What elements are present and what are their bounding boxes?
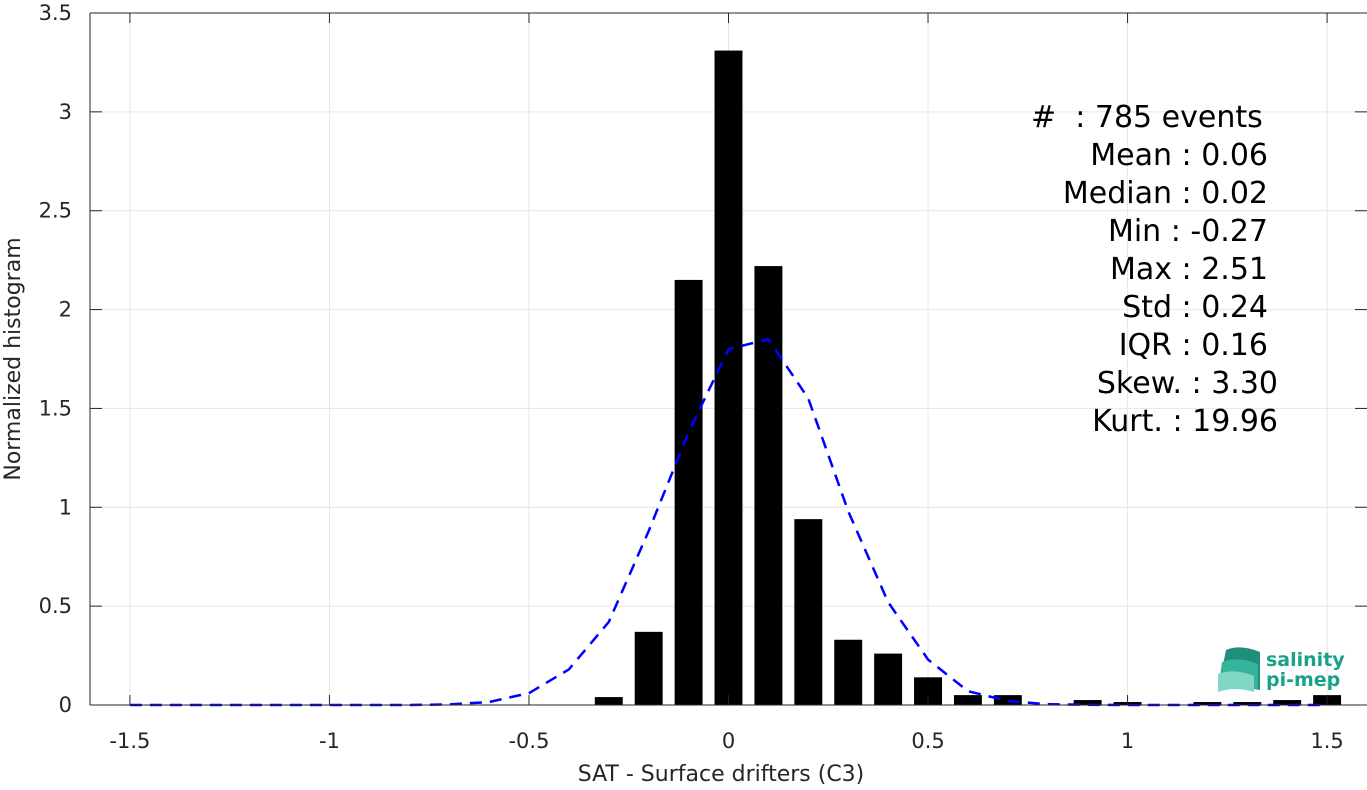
histogram-bar bbox=[993, 695, 1022, 705]
histogram-bar bbox=[874, 653, 903, 705]
stats-mean: Mean : 0.06 bbox=[1090, 138, 1268, 173]
x-tick-label: -1 bbox=[319, 729, 340, 753]
histogram-bar bbox=[634, 631, 663, 705]
y-ticks: 0 0.5 1 1.5 2 2.5 3 3.5 bbox=[39, 1, 1367, 717]
stats-max: Max : 2.51 bbox=[1110, 252, 1268, 287]
fit-curve bbox=[129, 337, 1328, 707]
histogram-bar bbox=[953, 695, 982, 705]
stats-skew: Skew. : 3.30 bbox=[1097, 366, 1278, 401]
x-tick-label: 0.5 bbox=[911, 729, 944, 753]
logo-line2: pi-mep bbox=[1266, 669, 1340, 691]
x-tick-label: 0 bbox=[722, 729, 735, 753]
histogram-bars bbox=[594, 50, 1342, 705]
histogram-bar bbox=[834, 639, 863, 705]
x-ticks: -1.5 -1 -0.5 0 0.5 1 1.5 bbox=[109, 13, 1344, 753]
x-axis-label: SAT - Surface drifters (C3) bbox=[578, 762, 865, 785]
y-tick-label: 3.5 bbox=[39, 1, 72, 25]
fit-curve-layer bbox=[129, 337, 1328, 707]
histogram-bar bbox=[1073, 700, 1102, 705]
y-tick-label: 1.5 bbox=[39, 396, 72, 420]
y-tick-label: 1 bbox=[59, 495, 72, 519]
x-tick-label: -1.5 bbox=[109, 729, 150, 753]
salinity-pimep-logo: salinity pi-mep bbox=[1218, 647, 1345, 692]
y-tick-label: 2 bbox=[59, 298, 72, 322]
y-tick-label: 3 bbox=[59, 100, 72, 124]
y-tick-label: 2.5 bbox=[39, 199, 72, 223]
x-tick-label: -0.5 bbox=[508, 729, 549, 753]
y-axis-label: Normalized histogram bbox=[1, 237, 26, 480]
histogram-bar bbox=[674, 279, 703, 705]
histogram-bar bbox=[594, 697, 623, 705]
stats-annotation: # : 785 events Mean : 0.06 Median : 0.02… bbox=[1031, 100, 1278, 439]
y-tick-label: 0 bbox=[59, 693, 72, 717]
stats-min: Min : -0.27 bbox=[1108, 214, 1268, 249]
stats-events: # : 785 events bbox=[1031, 100, 1263, 135]
histogram-bar bbox=[1233, 702, 1262, 705]
stats-kurt: Kurt. : 19.96 bbox=[1092, 404, 1278, 439]
waves-icon bbox=[1218, 647, 1260, 692]
histogram-bar bbox=[794, 519, 823, 705]
x-tick-label: 1.5 bbox=[1310, 729, 1343, 753]
histogram-bar bbox=[1193, 702, 1222, 705]
stats-std: Std : 0.24 bbox=[1122, 290, 1268, 325]
x-tick-label: 1 bbox=[1121, 729, 1134, 753]
y-tick-label: 0.5 bbox=[39, 594, 72, 618]
histogram-bar bbox=[754, 266, 783, 705]
stats-iqr: IQR : 0.16 bbox=[1119, 328, 1268, 363]
histogram-bar bbox=[714, 50, 743, 705]
logo-line1: salinity bbox=[1266, 649, 1345, 671]
stats-median: Median : 0.02 bbox=[1063, 176, 1268, 211]
histogram-bar bbox=[1273, 700, 1302, 705]
